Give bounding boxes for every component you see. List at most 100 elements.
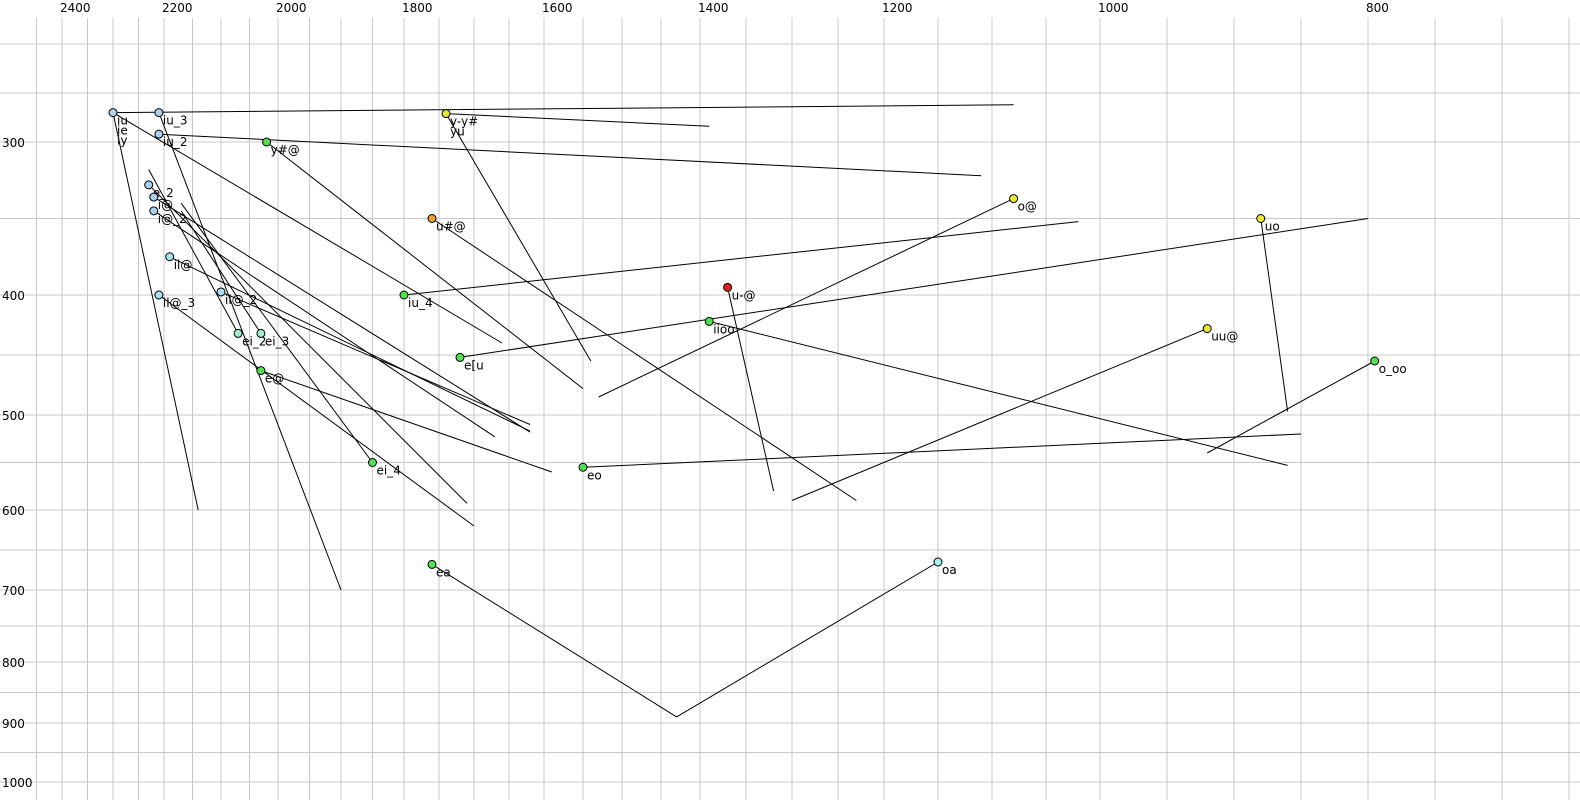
vowel-point[interactable] [1009,194,1019,204]
trajectory-line [112,112,199,511]
vowel-label: ei_4 [377,464,401,478]
vowel-point[interactable] [262,137,272,147]
vowel-point[interactable] [427,214,437,223]
vowel-point[interactable] [704,316,714,326]
vowel-label: u-@ [732,288,756,302]
trajectory-line [180,202,373,463]
y-axis-ticks: 300 400 500 600 700 800 900 1000 [2,136,33,790]
trajectory-line [459,218,1369,358]
trajectory-line [112,112,503,344]
y-tick-label: 800 [2,656,25,670]
vowel-point[interactable] [154,108,164,118]
x-tick-label: 1400 [698,1,729,15]
vowel-label: il@_2 [225,293,257,307]
trajectory-line [727,287,775,492]
vowel-label: iioo [713,322,734,336]
vowel-label: iu_4 [408,296,433,310]
vowel-point[interactable] [1370,356,1380,366]
vowel-point[interactable] [455,352,465,362]
vowel-label: il@ [174,258,193,272]
vowel-point[interactable] [578,462,588,472]
trajectory-line [582,433,1302,468]
vowel-label: iu_3 [163,114,188,128]
vowel-label: y#@ [271,143,300,157]
trajectory-line [445,113,592,362]
vowel-label: iu [117,114,128,128]
vowel-point[interactable] [149,206,159,216]
x-tick-label: 2200 [162,1,193,15]
vowel-label: uu@ [1211,330,1238,344]
vowel-point[interactable] [108,108,118,118]
trajectory-line [153,210,496,438]
vowel-point[interactable] [165,252,175,262]
vowel-point[interactable] [723,282,733,292]
vowel-point[interactable] [154,290,164,300]
vowel-label: ea [436,565,451,579]
trajectory-line [431,563,677,718]
vowel-label: u#@ [436,220,466,234]
x-axis-ticks: 2400 2200 2000 1800 1600 1400 1200 1000 800 [60,1,1389,15]
vowel-label: ei_2 [242,334,266,348]
vowel-label: eo [587,468,602,482]
trajectory-line [220,291,531,425]
grid [0,18,1580,800]
vowel-point[interactable] [1202,324,1212,334]
y-tick-label: 400 [2,289,25,303]
vowel-point[interactable] [154,129,164,139]
trajectory-line [791,328,1208,501]
vowel-point[interactable] [427,559,437,569]
trajectory-line [158,133,982,177]
vowel-label: e@ [265,372,284,386]
vowel-point[interactable] [441,109,451,119]
vowel-point[interactable] [216,287,226,297]
x-tick-label: 1600 [542,1,573,15]
trajectory-line [180,210,262,334]
vowel-label: ei_3 [265,334,289,348]
vowel-label: oa [942,563,957,577]
vowel-point[interactable] [1256,214,1266,223]
trajectories [112,104,1375,718]
trajectory-line [445,113,710,127]
x-tick-label: 2000 [276,1,307,15]
trajectory-line [153,196,531,433]
x-tick-label: 1000 [1098,1,1129,15]
vowel-label: i@_2 [158,212,187,226]
trajectory-line [158,294,475,527]
vowel-label: il@_3 [163,296,195,310]
trajectory-line [403,221,1079,296]
vowel-point[interactable] [233,328,243,338]
trajectory-line [266,141,584,389]
vowel-label: e[u [464,358,484,372]
trajectory-line [158,112,342,591]
vowel-point[interactable] [256,328,266,338]
trajectory-line [260,370,552,473]
y-tick-label: 700 [2,584,25,598]
trajectory-line [709,320,1288,466]
x-tick-label: 1800 [402,1,433,15]
vowel-label: o@ [1018,200,1037,214]
trajectory-line [169,256,531,432]
vowel-point[interactable] [399,290,409,300]
vowel-label: y-y# [450,115,478,129]
vowel-label: uo [1265,220,1280,234]
vowel-point[interactable] [256,366,266,376]
vowel-point[interactable] [144,180,154,190]
trajectory-line [1206,360,1375,454]
vowel-label: ie [117,124,128,138]
vowel-point[interactable] [933,557,943,567]
trajectory-line [112,104,1014,114]
trajectory-line [1260,218,1289,412]
trajectory-line [148,184,468,504]
vowel-label: iu_2 [163,135,188,149]
y-tick-label: 500 [2,409,25,423]
y-tick-label: 600 [2,504,25,518]
vowel-point[interactable] [149,192,159,202]
y-tick-label: 300 [2,136,25,150]
vowel-label: i@ [158,198,173,212]
x-tick-label: 800 [1366,1,1389,15]
vowel-point[interactable] [368,458,377,467]
x-tick-label: 2400 [60,1,91,15]
vowel-label: yu [450,125,465,139]
